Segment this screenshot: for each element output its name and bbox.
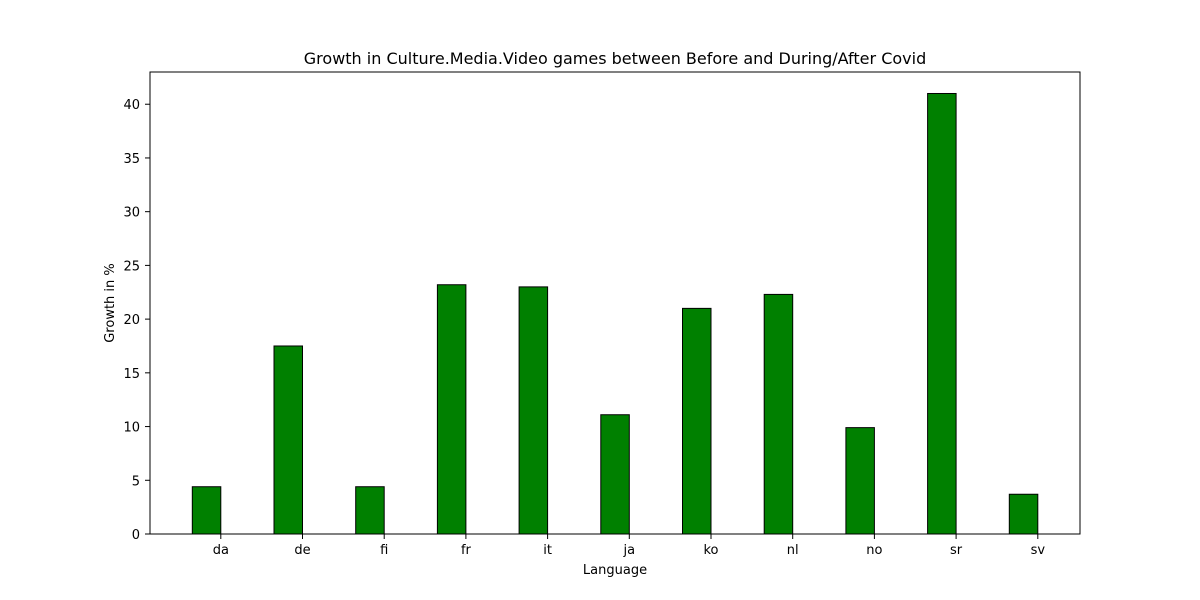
y-tick-label-35: 35	[123, 152, 140, 167]
y-tick-label-10: 10	[123, 421, 140, 436]
bar-ko	[682, 307, 712, 535]
bar-da	[191, 486, 222, 535]
bar-sr	[927, 92, 957, 535]
chart-title: Growth in Culture.Media.Video games betw…	[304, 49, 926, 68]
x-tick-label-it: it	[543, 543, 552, 558]
y-axis-label: Growth in %	[103, 263, 118, 343]
bar-de	[273, 345, 303, 535]
y-tick-label-15: 15	[123, 367, 140, 382]
x-tick-label-ko: ko	[703, 543, 718, 558]
bar-ja	[600, 414, 630, 535]
y-tick-label-5: 5	[132, 474, 140, 489]
bar-fi	[355, 486, 385, 535]
x-tick-label-sv: sv	[1031, 543, 1046, 558]
x-axis-ticks: da de fi fr it ja ko nl no sr sv	[213, 534, 1046, 558]
y-tick-label-20: 20	[123, 313, 140, 328]
x-axis-label: Language	[583, 563, 647, 578]
bar-fr	[436, 284, 467, 535]
x-tick-label-da: da	[213, 543, 229, 558]
bar-nl	[763, 293, 794, 535]
bars-group	[191, 92, 1039, 535]
x-tick-label-fr: fr	[461, 543, 472, 558]
x-tick-label-de: de	[294, 543, 310, 558]
x-tick-label-ja: ja	[623, 543, 636, 558]
bar-it	[518, 286, 549, 535]
y-axis-ticks: 0 5 10 15 20 25 30 35 40	[123, 98, 150, 543]
x-tick-label-sr: sr	[950, 543, 963, 558]
x-tick-label-no: no	[866, 543, 882, 558]
y-tick-label-0: 0	[132, 528, 140, 543]
bar-sv	[1008, 493, 1039, 535]
y-tick-label-30: 30	[123, 206, 140, 221]
y-tick-label-25: 25	[123, 259, 140, 274]
x-tick-label-fi: fi	[380, 543, 388, 558]
x-tick-label-nl: nl	[787, 543, 799, 558]
y-tick-label-40: 40	[123, 98, 140, 113]
plot-area-frame	[149, 71, 1081, 535]
bar-no	[845, 427, 875, 535]
